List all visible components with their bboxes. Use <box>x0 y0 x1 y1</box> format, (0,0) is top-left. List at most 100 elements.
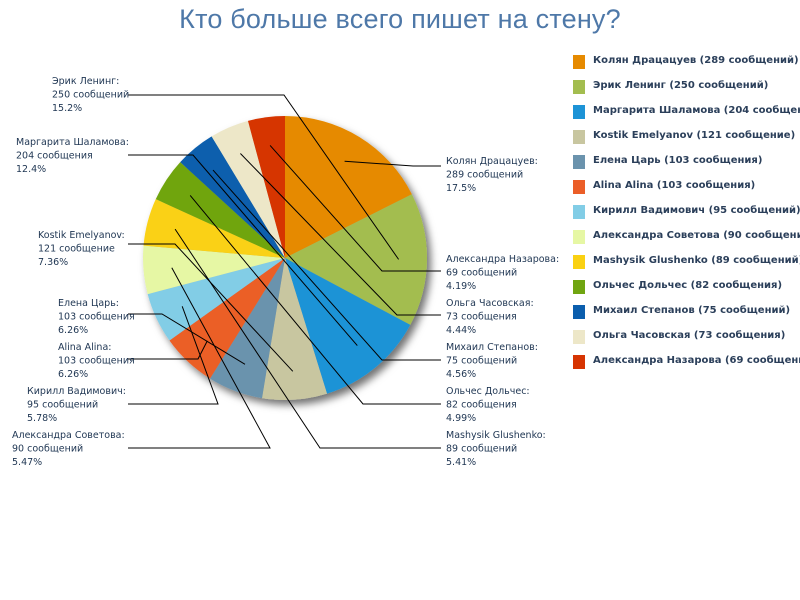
slice-4 <box>262 258 327 401</box>
legend-item-11: Михаил Степанов (75 сообщений) <box>573 303 798 328</box>
leader-line-5 <box>128 313 246 365</box>
leader-line-6 <box>128 340 208 360</box>
callout-value: 103 сообщения <box>58 356 135 367</box>
legend-item-7: Кирилл Вадимович (95 сообщений) <box>573 203 800 228</box>
legend-swatch <box>573 105 585 119</box>
callout-name: Alina Alina: <box>58 342 111 353</box>
slice-2 <box>285 194 427 325</box>
callout-value: 82 сообщения <box>446 400 517 411</box>
callout-name: Кирилл Вадимович: <box>27 386 126 397</box>
callout-13: Александра Назарова: 69 сообщений 4.19% <box>446 254 559 292</box>
legend-label: Alina Alina (103 сообщения) <box>593 180 756 191</box>
slice-8 <box>143 245 285 295</box>
callout-percent: 4.56% <box>446 369 476 380</box>
leader-line-13 <box>269 145 441 272</box>
legend-item-9: Mashysik Glushenko (89 сообщений) <box>573 253 800 278</box>
legend-swatch <box>573 330 585 344</box>
legend-swatch <box>573 180 585 194</box>
callout-8: Александра Советова: 90 сообщений 5.47% <box>12 430 125 468</box>
legend-label: Kostik Emelyanov (121 сообщение) <box>593 130 796 141</box>
slice-6 <box>169 258 285 379</box>
legend-item-2: Эрик Ленинг (250 сообщений) <box>573 78 798 103</box>
callout-value: 75 сообщений <box>446 356 517 367</box>
callout-name: Ольчес Дольчес: <box>446 386 530 397</box>
callout-percent: 12.4% <box>16 164 46 175</box>
legend-label: Александра Советова (90 сообщений <box>593 230 800 241</box>
legend-swatch <box>573 205 585 219</box>
callout-7: Кирилл Вадимович: 95 сообщений 5.78% <box>27 386 126 424</box>
leader-line-8 <box>128 267 271 449</box>
callout-name: Ольга Часовская: <box>446 298 534 309</box>
callout-name: Эрик Ленинг: <box>52 76 119 87</box>
callout-name: Александра Назарова: <box>446 254 559 265</box>
callout-6: Alina Alina: 103 сообщения 6.26% <box>58 342 135 380</box>
callout-percent: 5.47% <box>12 457 42 468</box>
slice-12 <box>211 120 285 258</box>
legend-swatch <box>573 280 585 294</box>
callout-12: Ольга Часовская: 73 сообщения 4.44% <box>446 298 534 336</box>
legend-swatch <box>573 130 585 144</box>
callout-name: Елена Царь: <box>58 298 119 309</box>
callout-percent: 4.44% <box>446 325 476 336</box>
callout-value: 103 сообщения <box>58 312 135 323</box>
slice-11 <box>180 136 285 258</box>
legend-label: Александра Назарова (69 сообщений <box>593 355 800 366</box>
legend-label: Кирилл Вадимович (95 сообщений) <box>593 205 800 216</box>
leader-line-7 <box>128 306 219 405</box>
leader-lines <box>128 94 441 449</box>
legend-label: Ольга Часовская (73 сообщения) <box>593 330 786 341</box>
callout-2: Эрик Ленинг: 250 сообщений 15.2% <box>52 76 129 114</box>
legend: Колян Драцацуев (289 сообщений) Эрик Лени… <box>573 53 800 378</box>
callout-value: 89 сообщений <box>446 444 517 455</box>
leader-line-1 <box>344 160 441 167</box>
callout-value: 73 сообщения <box>446 312 517 323</box>
slice-7 <box>147 258 285 341</box>
legend-swatch <box>573 230 585 244</box>
callout-percent: 4.19% <box>446 281 476 292</box>
legend-swatch <box>573 80 585 94</box>
callout-name: Александра Советова: <box>12 430 125 441</box>
callout-3: Маргарита Шаламова: 204 сообщения 12.4% <box>16 137 129 175</box>
callout-1: Колян Драцацуев: 289 сообщений 17.5% <box>446 156 538 194</box>
leader-line-10 <box>189 195 441 405</box>
callout-percent: 4.99% <box>446 413 476 424</box>
callout-percent: 17.5% <box>446 183 476 194</box>
legend-swatch <box>573 155 585 169</box>
legend-swatch <box>573 55 585 69</box>
legend-label: Mashysik Glushenko (89 сообщений) <box>593 255 800 266</box>
slice-callouts: Колян Драцацуев: 289 сообщений 17.5% Эрик Л… <box>12 76 559 468</box>
callout-9: Mashysik Glushenko: 89 сообщений 5.41% <box>446 430 546 468</box>
callout-value: 250 сообщений <box>52 90 129 101</box>
legend-item-10: Ольчес Дольчес (82 сообщения) <box>573 278 798 303</box>
legend-label: Колян Драцацуев (289 сообщений) <box>593 55 799 66</box>
legend-label: Маргарита Шаламова (204 сообщения <box>593 105 800 116</box>
callout-4: Kostik Emelyanov: 121 сообщение 7.36% <box>38 230 125 268</box>
legend-swatch <box>573 355 585 369</box>
slice-3 <box>285 258 411 394</box>
legend-label: Эрик Ленинг (250 сообщений) <box>593 80 769 91</box>
leader-line-9 <box>174 228 441 449</box>
legend-label: Ольчес Дольчес (82 сообщения) <box>593 280 783 291</box>
legend-item-13: Александра Назарова (69 сообщений <box>573 353 800 378</box>
callout-11: Михаил Степанов: 75 сообщений 4.56% <box>446 342 538 380</box>
callout-5: Елена Царь: 103 сообщения 6.26% <box>58 298 135 336</box>
slice-9 <box>143 199 285 258</box>
callout-value: 204 сообщения <box>16 151 93 162</box>
legend-item-1: Колян Драцацуев (289 сообщений) <box>573 53 799 78</box>
leader-line-12 <box>240 153 441 316</box>
legend-label: Елена Царь (103 сообщения) <box>593 155 763 166</box>
callout-percent: 7.36% <box>38 257 68 268</box>
callout-value: 95 сообщений <box>27 400 98 411</box>
leader-line-4 <box>128 243 294 372</box>
callout-percent: 5.78% <box>27 413 57 424</box>
legend-label: Михаил Степанов (75 сообщений) <box>593 305 791 316</box>
leader-line-3 <box>128 154 358 346</box>
pie-slices <box>143 116 427 401</box>
callout-10: Ольчес Дольчес: 82 сообщения 4.99% <box>446 386 530 424</box>
legend-item-5: Елена Царь (103 сообщения) <box>573 153 798 178</box>
legend-item-8: Александра Советова (90 сообщений <box>573 228 800 253</box>
callout-value: 90 сообщений <box>12 444 83 455</box>
callout-percent: 5.41% <box>446 457 476 468</box>
callout-value: 121 сообщение <box>38 244 115 255</box>
